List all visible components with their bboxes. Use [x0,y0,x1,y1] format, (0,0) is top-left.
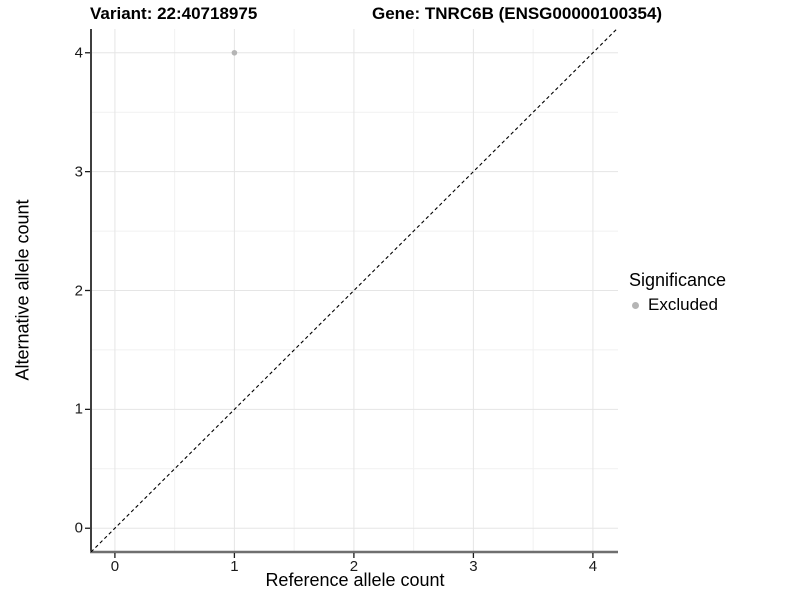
y-tick-label: 1 [74,400,83,418]
legend: Significance Excluded [629,270,726,315]
x-tick-label: 4 [588,558,598,575]
legend-entry-excluded: Excluded [629,295,726,315]
legend-point-swatch [632,301,639,309]
identity-line [91,29,618,552]
x-tick-label: 3 [469,558,478,575]
legend-title: Significance [629,270,727,290]
y-tick-label: 3 [74,163,83,181]
x-tick-label: 0 [110,558,120,575]
data-point [231,49,238,56]
legend-entry-label: Excluded [648,294,718,314]
plot-title-variant: Variant: 22:40718975 [90,4,258,23]
y-tick-label: 2 [74,282,83,299]
x-tick-label: 1 [230,558,239,575]
plot-title-gene: Gene: TNRC6B (ENSG00000100354) [372,4,663,23]
x-tick-label: 2 [349,558,359,575]
y-axis-label: Alternative allele count [12,199,33,381]
x-axis-label: Reference allele count [265,570,445,590]
y-tick-label: 0 [74,519,83,537]
y-tick-label: 4 [74,44,83,62]
